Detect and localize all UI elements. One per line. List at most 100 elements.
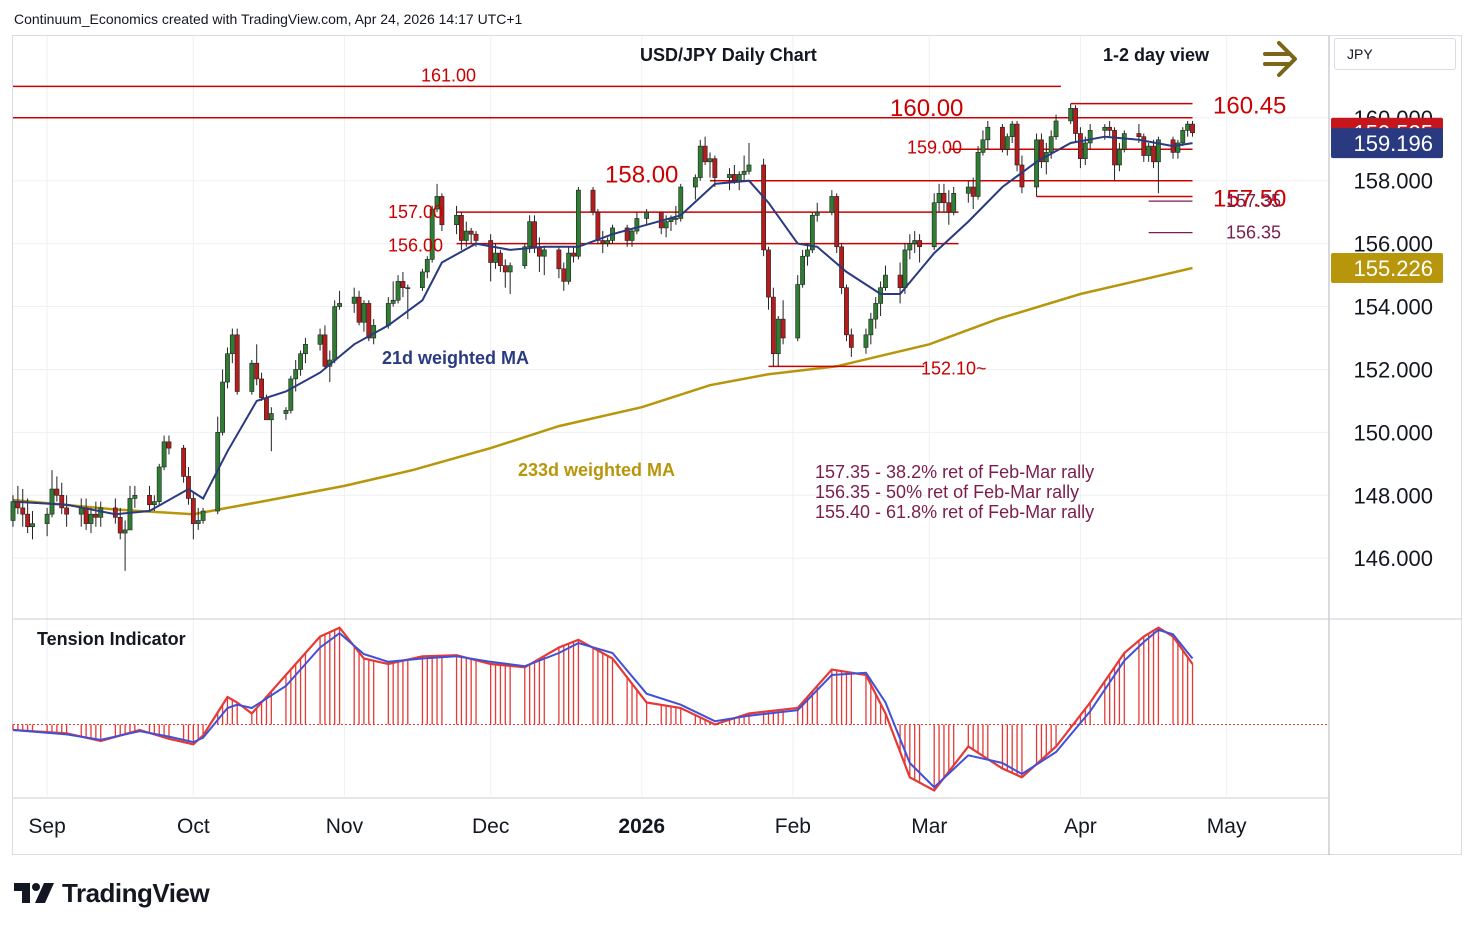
candle-body: [741, 170, 747, 175]
candle-body: [468, 230, 474, 235]
candle-body: [634, 218, 640, 232]
candle-body: [795, 284, 801, 339]
candle-body: [985, 126, 991, 141]
candle-body: [88, 513, 94, 524]
chart-credit: Continuum_Economics created with Trading…: [14, 11, 523, 27]
candle-body: [595, 211, 601, 241]
y-tick-label: 152.000: [1353, 357, 1433, 382]
candle-body: [49, 488, 55, 515]
level-label-152-10: 152.10~: [921, 358, 987, 378]
candle-body: [385, 303, 391, 326]
price-badge-text: 159.196: [1353, 131, 1433, 156]
candle-body: [731, 174, 737, 182]
candle-body: [268, 413, 274, 421]
candle-body: [600, 240, 606, 244]
candle-body: [229, 334, 235, 355]
candle-body: [166, 441, 172, 449]
candle-body: [834, 196, 840, 248]
candle-body: [498, 252, 503, 266]
candle-body: [1146, 145, 1152, 156]
candle-body: [561, 268, 567, 282]
x-tick-label: Sep: [28, 815, 65, 838]
candle-body: [1068, 108, 1074, 122]
level-label-160-45: 160.45: [1213, 93, 1286, 120]
wma21-label: 21d weighted MA: [382, 348, 529, 368]
candle-body: [883, 274, 888, 288]
candle-body: [712, 158, 718, 178]
candle-body: [493, 252, 498, 263]
candle-body: [361, 303, 367, 323]
wma21-line: [12, 135, 1193, 516]
price-badge-text: 155.226: [1353, 256, 1433, 281]
candle-body: [770, 296, 776, 355]
candle-body: [132, 495, 138, 499]
candle-body: [1102, 126, 1108, 131]
candle-body: [64, 507, 70, 515]
candle-body: [195, 520, 201, 524]
candle-body: [878, 287, 883, 304]
tradingview-logo[interactable]: TradingView: [14, 876, 210, 910]
view-label: 1-2 day view: [1103, 45, 1210, 65]
chart-title: USD/JPY Daily Chart: [640, 45, 817, 65]
candle-body: [1117, 148, 1122, 166]
candle-body: [59, 495, 65, 509]
candle-body: [249, 362, 255, 392]
candle-body: [30, 523, 35, 528]
tension-pane[interactable]: [12, 626, 1329, 792]
candle-body: [897, 274, 903, 288]
candle-body: [848, 334, 854, 348]
candle-body: [264, 397, 269, 421]
candle-body: [225, 353, 230, 383]
candle-body: [800, 255, 805, 285]
currency-selector[interactable]: JPY: [1334, 38, 1456, 70]
fib-note: 157.35 - 38.2% ret of Feb-Mar rally: [815, 462, 1094, 482]
candle-body: [439, 196, 445, 226]
tension-signal-line: [12, 628, 1194, 789]
x-tick-label: Feb: [775, 815, 811, 838]
tradingview-wordmark: TradingView: [62, 877, 210, 908]
y-tick-label: 146.000: [1353, 546, 1433, 571]
candle-body: [351, 296, 357, 304]
candle-body: [1009, 123, 1015, 137]
candle-body: [970, 186, 976, 197]
fib-note: 155.40 - 61.8% ret of Feb-Mar rally: [815, 502, 1094, 522]
candle-body: [1053, 120, 1059, 137]
candle-body: [912, 240, 918, 244]
candle-body: [288, 378, 294, 411]
candle-body: [941, 192, 947, 204]
tradingview-logo-icon: [14, 883, 54, 903]
level-label-157: 157.00: [388, 202, 443, 222]
candle-body: [283, 410, 289, 414]
candle-body: [190, 498, 196, 524]
candle-body: [293, 369, 299, 380]
candle-body: [1019, 164, 1025, 188]
candle-body: [424, 259, 430, 273]
candle-body: [1000, 126, 1005, 150]
candle-body: [1078, 133, 1083, 159]
candle-body: [780, 318, 786, 339]
x-tick-label: May: [1207, 815, 1247, 838]
candle-body: [1073, 108, 1078, 134]
y-tick-label: 156.000: [1353, 232, 1433, 257]
candle-body: [356, 296, 362, 323]
candle-body: [829, 196, 835, 213]
candle-body: [702, 145, 708, 163]
level-label-158: 158.00: [605, 162, 678, 189]
x-tick-label: Dec: [472, 815, 509, 838]
candle-body: [122, 529, 128, 534]
candle-body: [390, 299, 396, 304]
candle-body: [234, 334, 240, 392]
candle-body: [366, 303, 372, 339]
candle-body: [663, 221, 669, 229]
price-pane[interactable]: [10, 85, 1195, 571]
candle-body: [93, 513, 99, 518]
candle-body: [254, 362, 260, 380]
candle-body: [317, 334, 323, 345]
candle-body: [571, 252, 576, 257]
x-tick-label: 2026: [618, 815, 665, 838]
price-badge-wma21: [1331, 128, 1443, 159]
candle-body: [965, 186, 971, 194]
candle-body: [186, 476, 191, 499]
candle-body: [400, 281, 406, 288]
